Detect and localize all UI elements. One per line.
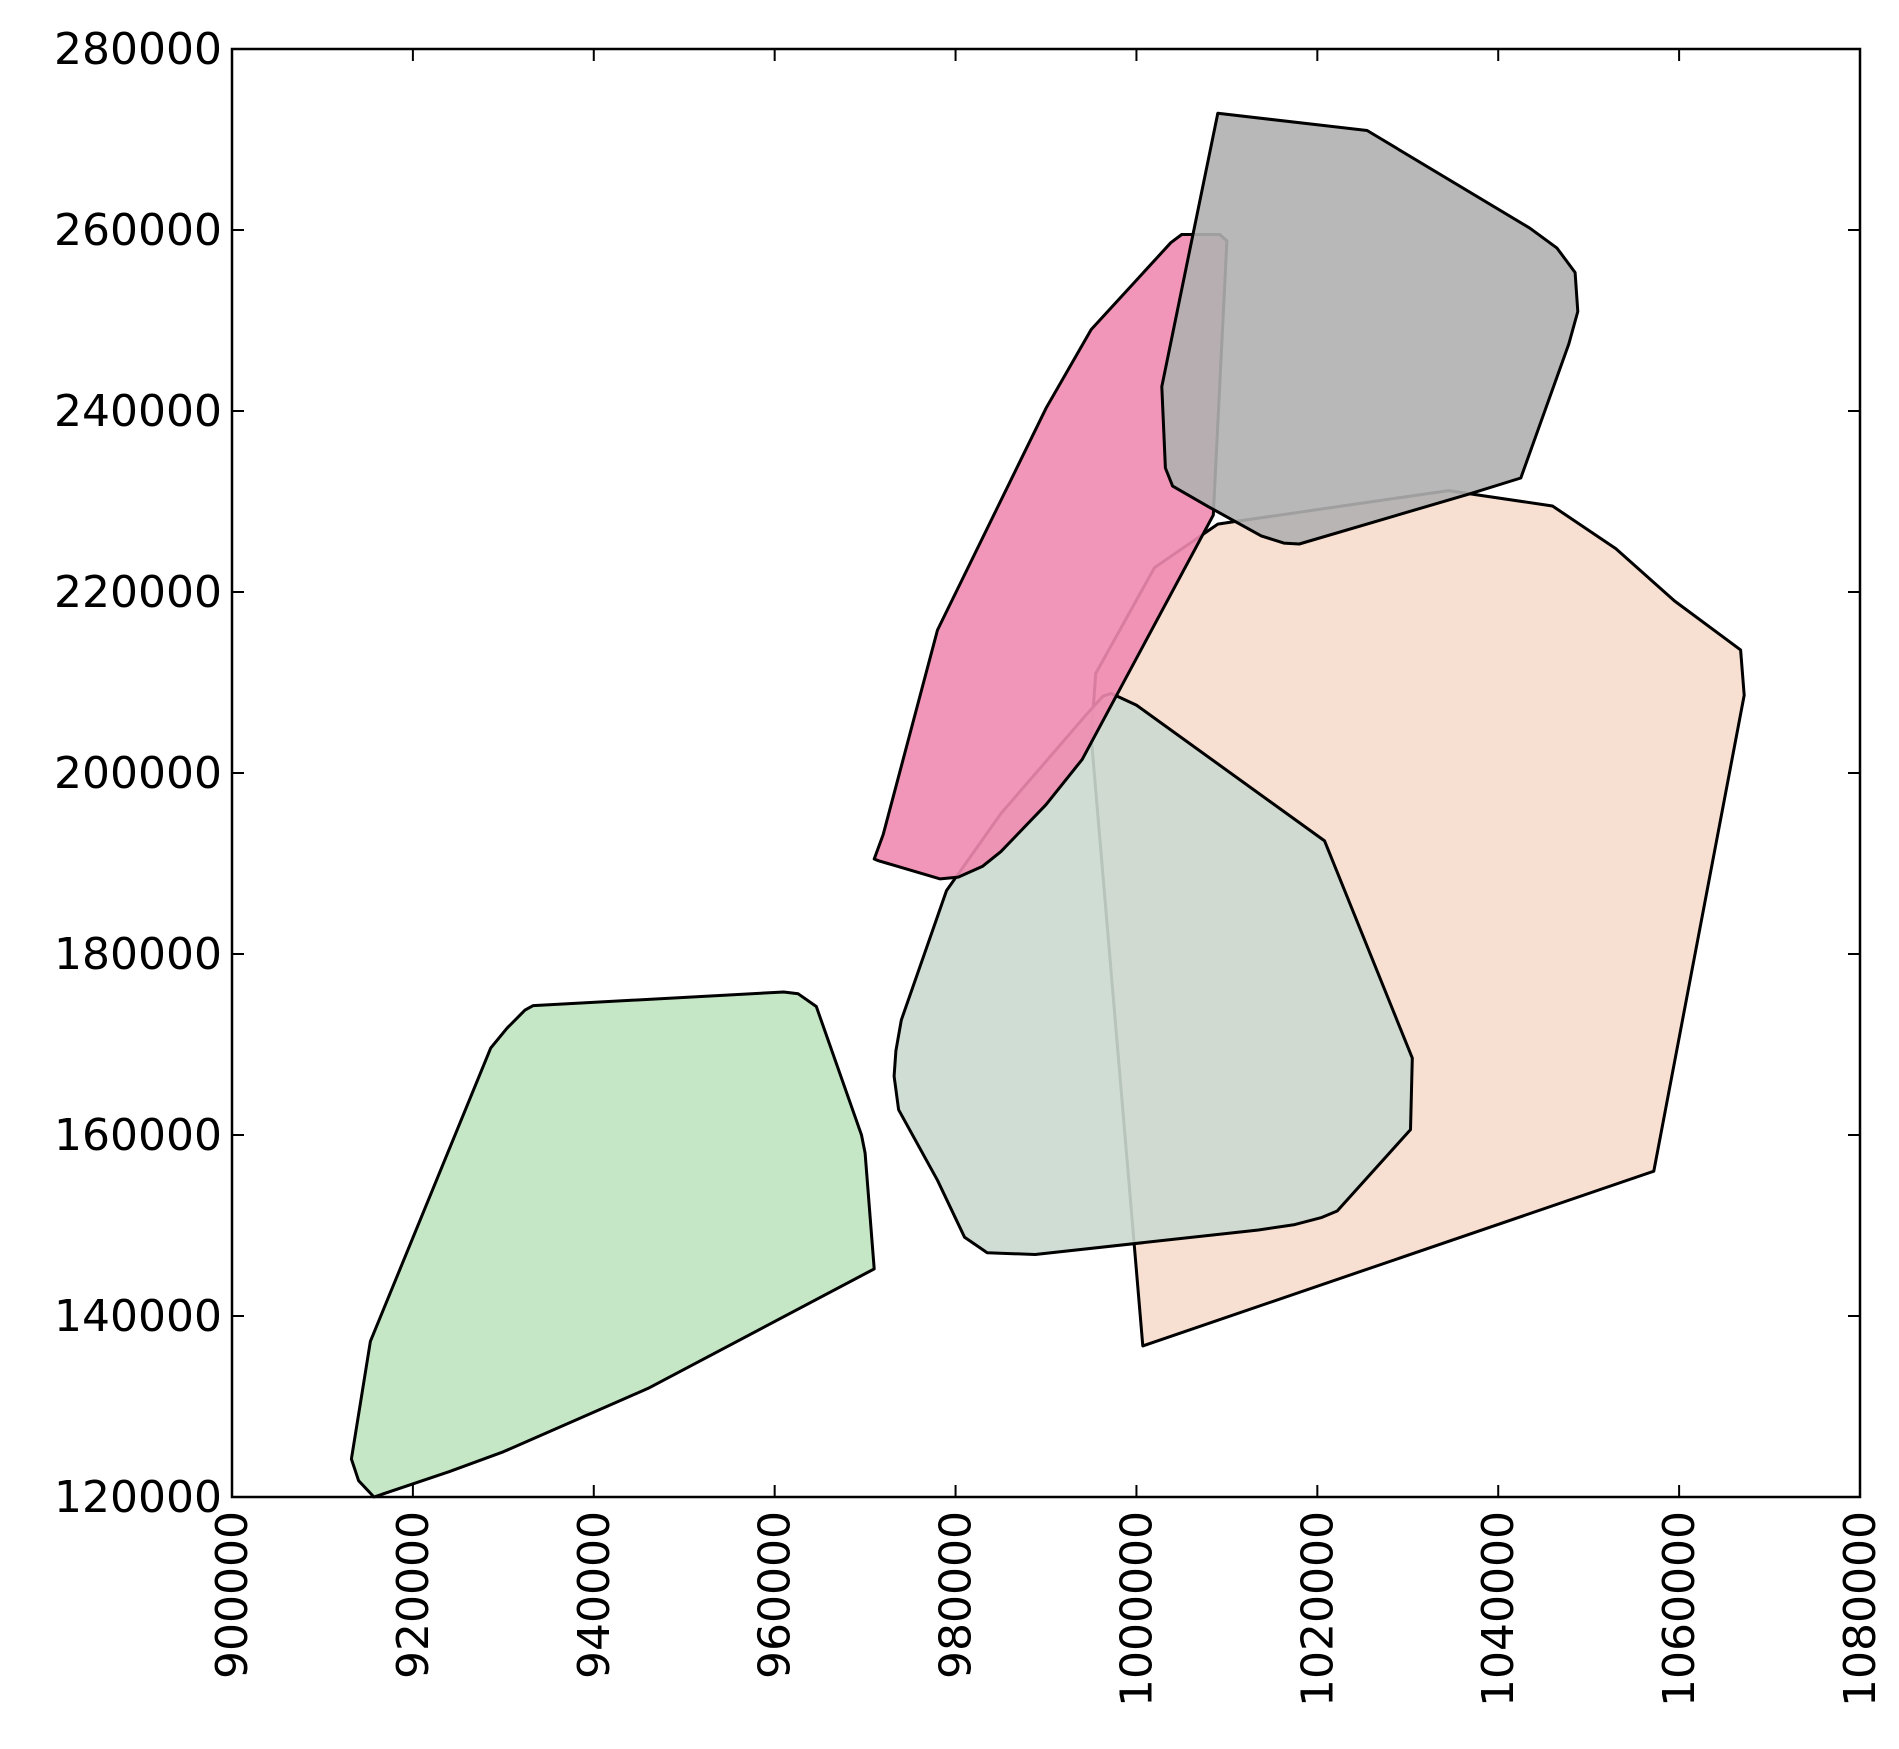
- x-tick-label: 1060000: [1654, 1511, 1705, 1707]
- polygon-0: [349, 990, 876, 1499]
- polygon-layer: [349, 111, 1746, 1499]
- y-tick-label: 260000: [54, 205, 222, 256]
- y-tick-label: 220000: [54, 567, 222, 618]
- x-tick-label: 920000: [388, 1511, 439, 1679]
- y-tick-label: 140000: [54, 1291, 222, 1342]
- y-tick-label: 240000: [54, 386, 222, 437]
- polygon-4: [1160, 111, 1580, 546]
- x-axis: 900000 920000 940000 960000 980000 1000000 102…: [207, 49, 1886, 1707]
- y-tick-label: 280000: [54, 24, 222, 75]
- x-tick-label: 900000: [207, 1511, 258, 1679]
- y-tick-label: 200000: [54, 748, 222, 799]
- x-tick-label: 980000: [931, 1511, 982, 1679]
- x-tick-label: 1000000: [1111, 1511, 1162, 1707]
- x-tick-label: 1080000: [1835, 1511, 1886, 1707]
- y-tick-label: 180000: [54, 929, 222, 980]
- y-tick-label: 160000: [54, 1110, 222, 1161]
- y-tick-label: 120000: [54, 1472, 222, 1523]
- x-tick-label: 960000: [750, 1511, 801, 1679]
- x-tick-label: 1040000: [1473, 1511, 1524, 1707]
- x-tick-label: 940000: [569, 1511, 620, 1679]
- x-tick-label: 1020000: [1292, 1511, 1343, 1707]
- y-axis: 120000 140000 160000 180000 200000 220000 2400…: [54, 24, 1860, 1523]
